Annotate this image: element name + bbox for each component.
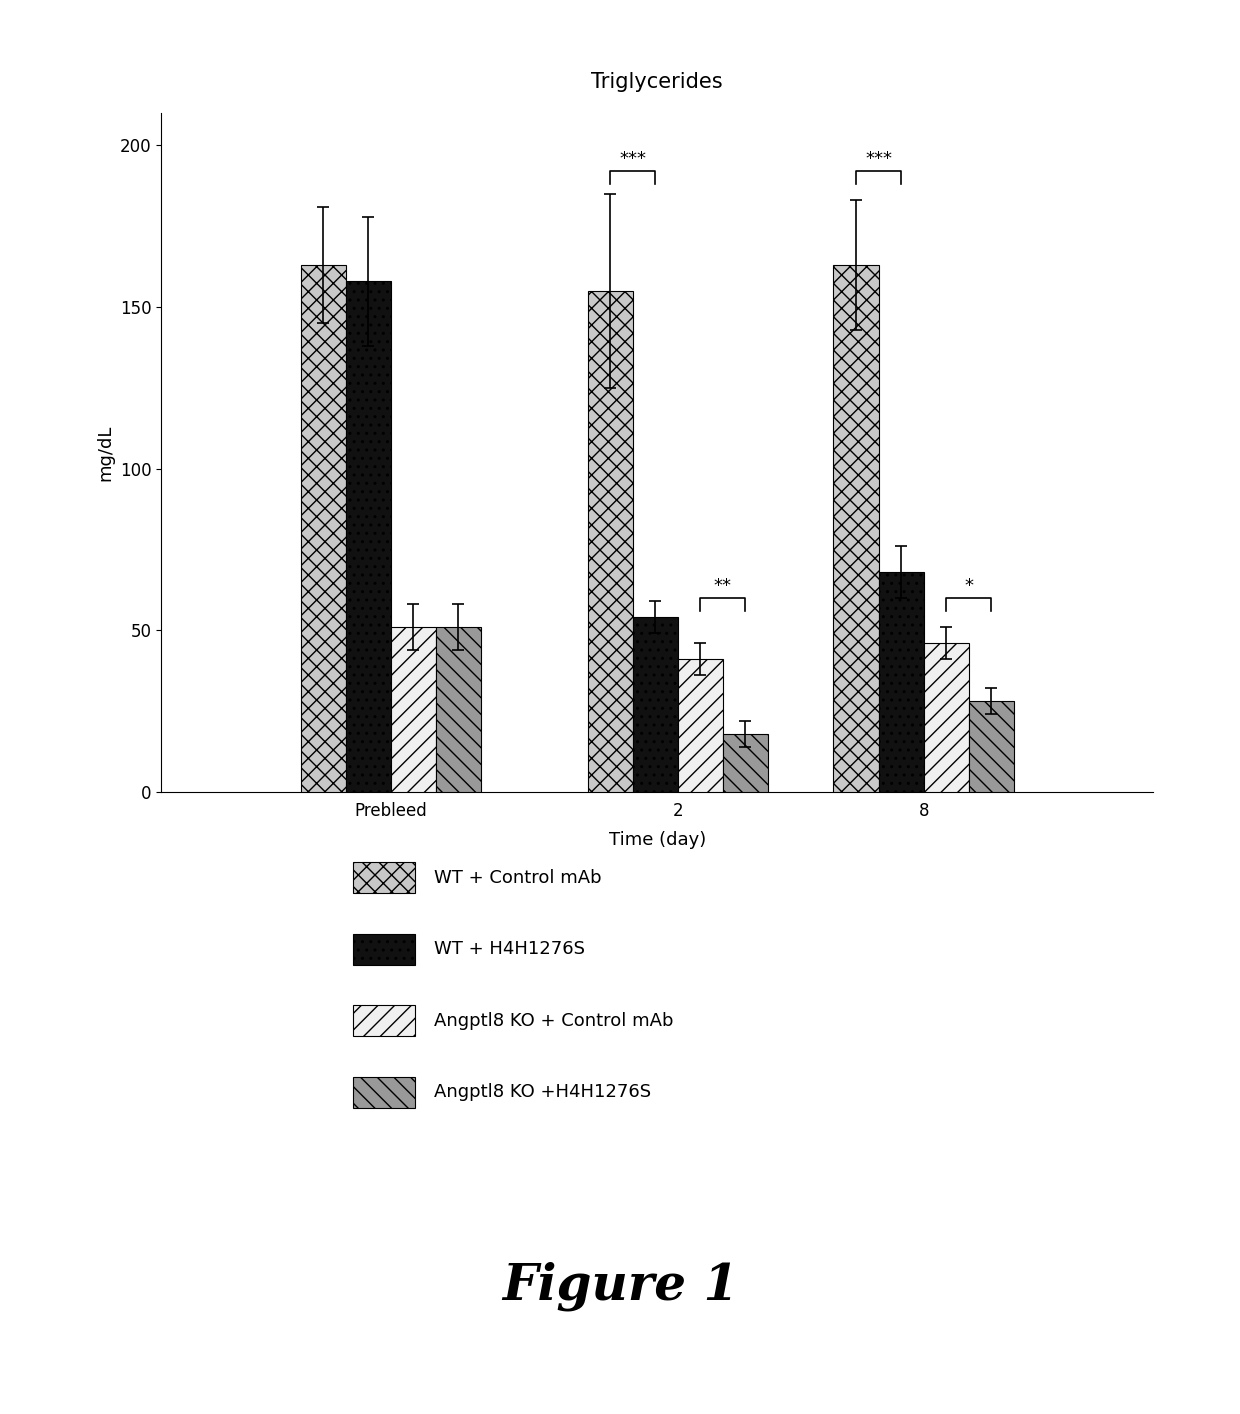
Bar bbox=[588, 291, 632, 792]
Text: WT + Control mAb: WT + Control mAb bbox=[434, 868, 601, 887]
Bar bbox=[435, 626, 481, 792]
Text: ***: *** bbox=[619, 150, 646, 168]
Bar bbox=[353, 863, 415, 894]
Bar bbox=[723, 734, 768, 792]
Text: ***: *** bbox=[866, 150, 892, 168]
Text: **: ** bbox=[714, 577, 732, 595]
Text: Figure 1: Figure 1 bbox=[502, 1261, 738, 1312]
Bar bbox=[353, 933, 415, 964]
Bar bbox=[833, 264, 879, 792]
Text: WT + H4H1276S: WT + H4H1276S bbox=[434, 940, 585, 959]
Bar bbox=[300, 264, 346, 792]
Bar bbox=[968, 701, 1014, 792]
Bar bbox=[632, 618, 678, 792]
Title: Triglycerides: Triglycerides bbox=[591, 72, 723, 92]
Bar bbox=[879, 573, 924, 792]
Bar bbox=[678, 659, 723, 792]
Bar bbox=[346, 281, 391, 792]
Y-axis label: mg/dL: mg/dL bbox=[97, 424, 114, 481]
X-axis label: Time (day): Time (day) bbox=[609, 830, 706, 848]
Bar bbox=[391, 626, 435, 792]
Text: Angptl8 KO +H4H1276S: Angptl8 KO +H4H1276S bbox=[434, 1083, 651, 1102]
Bar bbox=[353, 1077, 415, 1109]
Text: *: * bbox=[965, 577, 973, 595]
Bar bbox=[924, 643, 968, 792]
Text: Angptl8 KO + Control mAb: Angptl8 KO + Control mAb bbox=[434, 1012, 673, 1029]
Bar bbox=[353, 1005, 415, 1036]
